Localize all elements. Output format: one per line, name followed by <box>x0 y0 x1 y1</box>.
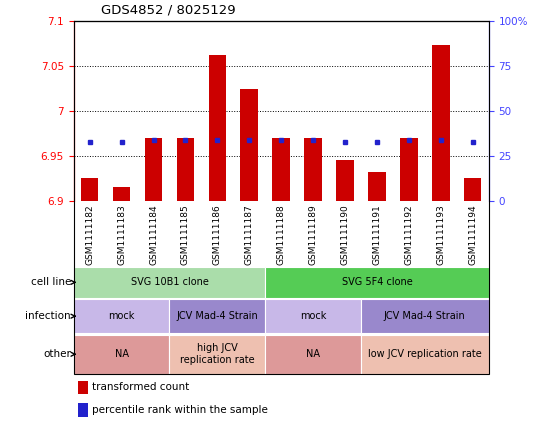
Text: GSM1111185: GSM1111185 <box>181 204 190 265</box>
Text: low JCV replication rate: low JCV replication rate <box>368 349 482 359</box>
Bar <box>169 335 265 374</box>
Bar <box>265 267 489 298</box>
Text: transformed count: transformed count <box>92 382 189 393</box>
Text: SVG 5F4 clone: SVG 5F4 clone <box>342 277 412 287</box>
Text: GSM1111193: GSM1111193 <box>436 204 446 265</box>
Text: mock: mock <box>300 311 327 321</box>
Text: GSM1111182: GSM1111182 <box>85 204 94 265</box>
Bar <box>265 335 361 374</box>
Bar <box>169 299 265 333</box>
Text: JCV Mad-4 Strain: JCV Mad-4 Strain <box>384 311 466 321</box>
Text: GSM1111191: GSM1111191 <box>372 204 382 265</box>
Text: other: other <box>43 349 71 359</box>
Text: infection: infection <box>25 311 71 321</box>
Bar <box>145 138 162 201</box>
Bar <box>265 299 361 333</box>
Bar <box>74 267 265 298</box>
Text: SVG 10B1 clone: SVG 10B1 clone <box>130 277 209 287</box>
Bar <box>272 138 290 201</box>
Text: NA: NA <box>115 349 129 359</box>
Text: GDS4852 / 8025129: GDS4852 / 8025129 <box>101 4 236 17</box>
Text: GSM1111186: GSM1111186 <box>213 204 222 265</box>
Bar <box>361 299 489 333</box>
Text: mock: mock <box>109 311 135 321</box>
Text: GSM1111188: GSM1111188 <box>277 204 286 265</box>
Text: GSM1111183: GSM1111183 <box>117 204 126 265</box>
Text: GSM1111192: GSM1111192 <box>405 204 413 265</box>
Bar <box>78 403 88 417</box>
Bar <box>78 381 88 394</box>
Bar <box>74 335 169 374</box>
Bar <box>368 172 385 201</box>
Text: JCV Mad-4 Strain: JCV Mad-4 Strain <box>176 311 258 321</box>
Text: GSM1111189: GSM1111189 <box>308 204 318 265</box>
Text: cell line: cell line <box>31 277 71 287</box>
Bar <box>74 299 169 333</box>
Bar <box>81 179 98 201</box>
Text: NA: NA <box>306 349 320 359</box>
Bar <box>177 138 194 201</box>
Bar <box>432 45 449 201</box>
Text: GSM1111190: GSM1111190 <box>341 204 349 265</box>
Bar <box>113 187 130 201</box>
Text: high JCV
replication rate: high JCV replication rate <box>180 343 254 365</box>
Text: GSM1111187: GSM1111187 <box>245 204 254 265</box>
Bar <box>209 55 226 201</box>
Text: GSM1111194: GSM1111194 <box>468 204 477 265</box>
Bar <box>464 178 482 201</box>
Bar <box>336 160 354 201</box>
Bar <box>240 88 258 201</box>
Bar <box>400 138 418 201</box>
Text: percentile rank within the sample: percentile rank within the sample <box>92 405 268 415</box>
Text: GSM1111184: GSM1111184 <box>149 204 158 265</box>
Bar <box>304 138 322 201</box>
Bar <box>361 335 489 374</box>
